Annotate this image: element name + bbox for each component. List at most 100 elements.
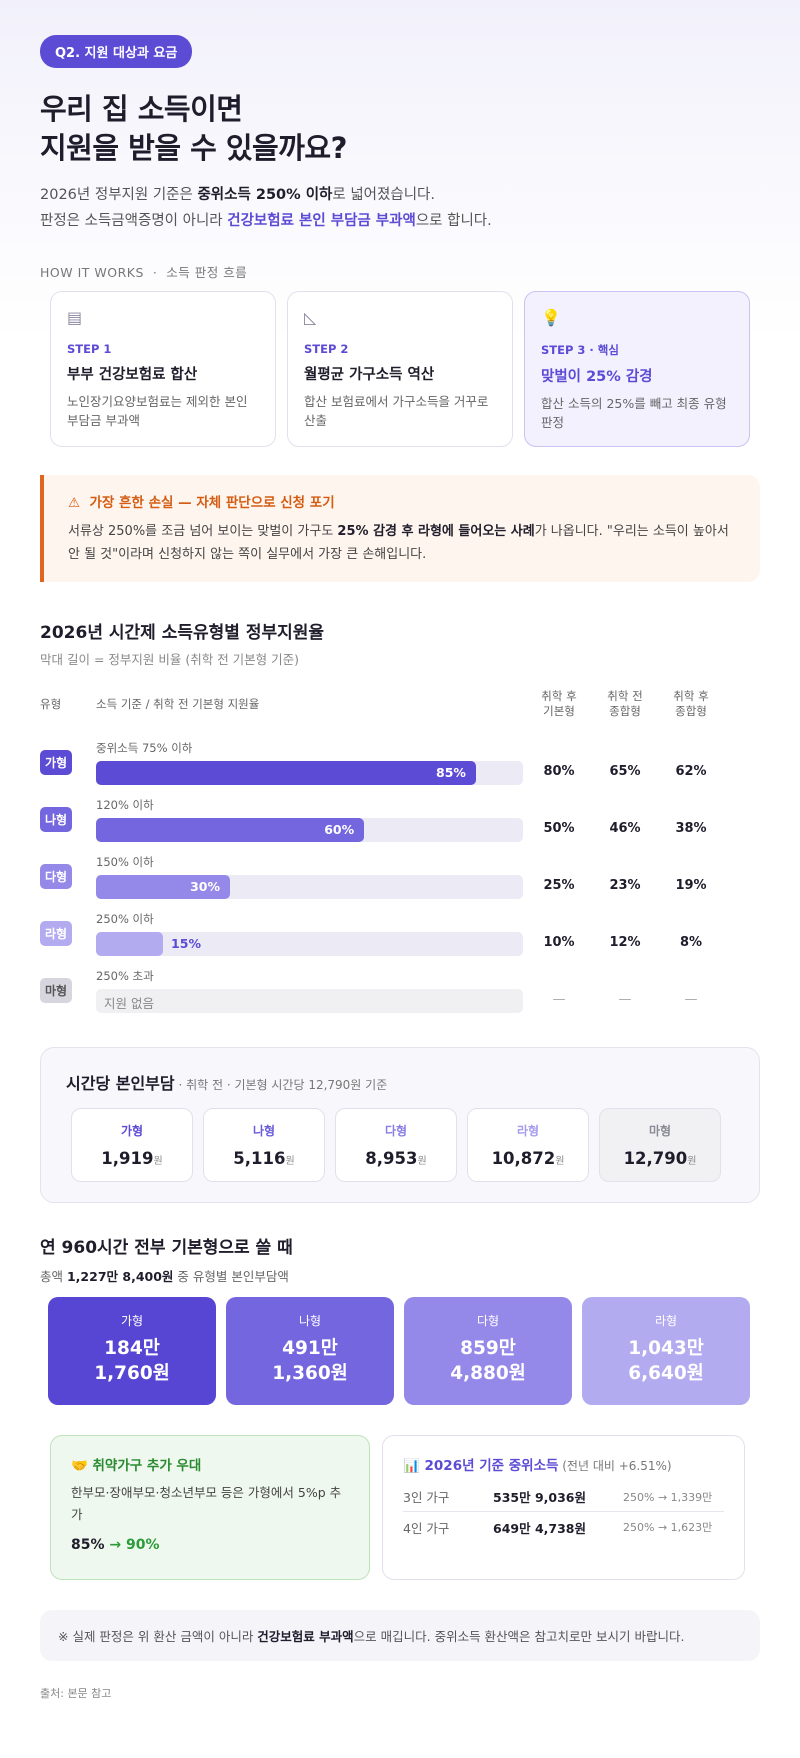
bar-fill: [96, 761, 476, 785]
benefit-body: 한부모·장애부모·청소년부모 등은 가형에서 5%p 추가: [71, 1485, 342, 1522]
lightbulb-icon: 💡: [541, 308, 561, 327]
hourly-title: 시간당 본인부담 · 취학 전 · 기본형 시간당 12,790원 기준: [66, 1070, 731, 1094]
header-bar: 소득 기준 / 취학 전 기본형 지원율: [96, 697, 260, 711]
annual-type: 라형: [654, 1314, 678, 1328]
type-badge: 라형: [40, 921, 73, 946]
bar-fill: [96, 932, 164, 956]
annual-amount-line: 1,360원: [272, 1363, 348, 1384]
benefit-rate: 85% → 90%: [71, 1537, 349, 1553]
title-line-2: 지원을 받을 수 있을까요?: [40, 131, 347, 165]
annual-type: 다형: [476, 1314, 500, 1328]
hourly-amount: 10,872원: [491, 1149, 565, 1168]
annual-amount-line: 184만: [104, 1338, 160, 1359]
how-separator: ·: [152, 265, 158, 280]
income-criteria: 중위소득 75% 이하: [96, 741, 193, 755]
hourly-card: 라형 10,872원: [467, 1108, 589, 1182]
warning-text: 가 나옵니다. "우리는 소득이 높아서 안 될 것"이라며 신청하지 않는 쪽…: [68, 524, 729, 562]
step-desc: 노인장기요양보험료는 제외한 본인 부담금 부과액: [67, 394, 248, 428]
table-header: 유형 소득 기준 / 취학 전 기본형 지원율 취학 후 기본형 취학 전 종합형 …: [40, 688, 760, 720]
income-criteria: 150% 이하: [96, 855, 154, 869]
title-line-1: 우리 집 소득이면: [40, 92, 243, 126]
warning-icon: ⚠: [68, 495, 81, 511]
bar-value-label: 85%: [436, 765, 466, 780]
annual-amount-line: 1,043만: [628, 1338, 704, 1359]
annual-card: 가형 184만 1,760원: [48, 1297, 216, 1405]
annual-total: 1,227만 8,400원: [66, 1269, 174, 1284]
page-title: 우리 집 소득이면 지원을 받을 수 있을까요?: [40, 90, 760, 168]
intro-text-part: 2026년 정부지원 기준은: [40, 187, 198, 203]
step-title: 맞벌이 25% 감경: [541, 369, 653, 385]
median-amount: 649만 4,738원: [493, 1520, 586, 1536]
steps-row: ▤ STEP 1 부부 건강보험료 합산 노인장기요양보험료는 제외한 본인 부…: [40, 291, 760, 447]
bar-cell: 250% 초과 지원 없음: [96, 968, 526, 1013]
hourly-type: 가형: [120, 1124, 144, 1138]
rate-value: —: [684, 992, 698, 1007]
annual-amount-line: 4,880원: [450, 1363, 526, 1384]
annual-sub-text: 중 유형별 본인부담액: [173, 1269, 289, 1284]
rate-value: 62%: [675, 764, 707, 779]
rate-value: 80%: [543, 764, 575, 779]
how-subtitle: 소득 판정 흐름: [166, 265, 248, 280]
annual-amount: 859만 4,880원: [404, 1336, 572, 1386]
step-title: 월평균 가구소득 역산: [304, 367, 435, 383]
hourly-type: 나형: [252, 1124, 276, 1138]
step-label: STEP 1: [67, 342, 112, 356]
intro-text-part: 판정은 소득금액증명이 아니라: [40, 213, 228, 229]
bar-cell: 150% 이하 30%: [96, 854, 526, 899]
rate-value: 23%: [609, 878, 641, 893]
type-badge: 가형: [40, 750, 73, 775]
income-criteria: 250% 이하: [96, 912, 154, 926]
bar-value-label: 60%: [324, 822, 355, 837]
table-row: 가형 중위소득 75% 이하 85% 80% 65% 62%: [40, 728, 760, 785]
hourly-card: 다형 8,953원: [335, 1108, 457, 1182]
annual-title: 연 960시간 전부 기본형으로 쓸 때: [40, 1238, 293, 1258]
warning-body: 서류상 250%를 조금 넘어 보이는 맞벌이 가구도 25% 감경 후 라형에…: [68, 520, 738, 566]
hourly-cards: 가형 1,919원 나형 5,116원 다형 8,953원 라형 10,872원 마형 12,79…: [66, 1108, 731, 1182]
annual-type: 가형: [120, 1314, 144, 1328]
hourly-card: 가형 1,919원: [71, 1108, 193, 1182]
hourly-card: 나형 5,116원: [203, 1108, 325, 1182]
intro-emphasis: 중위소득 250% 이하: [197, 187, 333, 203]
header-col-2: 취학 전 종합형: [607, 689, 643, 718]
type-cell: 라형: [40, 921, 96, 956]
type-cell: 나형: [40, 807, 96, 842]
bar-track: 30%: [96, 875, 523, 899]
support-rate-title: 2026년 시간제 소득유형별 정부지원율: [40, 623, 325, 643]
hourly-amount: 12,790원: [623, 1149, 697, 1168]
intro-text-part: 으로 합니다.: [415, 213, 492, 229]
step-title: 부부 건강보험료 합산: [67, 367, 198, 383]
currency-unit: 원: [687, 1156, 697, 1167]
annual-amount-line: 859만: [460, 1338, 516, 1359]
intro-line-1: 2026년 정부지원 기준은 중위소득 250% 이하로 넓어졌습니다.: [40, 182, 760, 208]
bar-track: 85%: [96, 761, 523, 785]
support-rate-rows: 가형 중위소득 75% 이하 85% 80% 65% 62% 나형 120% 이하 60% 50%…: [40, 728, 760, 1013]
hourly-type: 라형: [516, 1124, 540, 1138]
median-conversion: 250% → 1,623만: [623, 1521, 713, 1534]
ruler-icon: ◺: [304, 308, 317, 327]
type-badge: 나형: [40, 807, 73, 832]
step-label: STEP 3 · 핵심: [541, 343, 619, 357]
annual-card: 라형 1,043만 6,640원: [582, 1297, 750, 1405]
rate-value: 25%: [543, 878, 575, 893]
type-badge: 마형: [40, 978, 73, 1003]
bar-chart-icon: 📊: [403, 1458, 420, 1474]
header-type: 유형: [40, 697, 62, 711]
intro-accent: 건강보험료 본인 부담금 부과액: [227, 213, 416, 229]
rate-value: 10%: [543, 935, 575, 950]
step-card-2: ◺ STEP 2 월평균 가구소득 역산 합산 보험료에서 가구소득을 거꾸로 …: [287, 291, 513, 447]
bar-cell: 250% 이하 15%: [96, 911, 526, 956]
annual-subtitle: 총액 1,227만 8,400원 중 유형별 본인부담액: [40, 1266, 760, 1285]
footnote: ※ 실제 판정은 위 환산 금액이 아니라 건강보험료 부과액으로 매깁니다. …: [40, 1610, 760, 1661]
bar-fill: [96, 875, 231, 899]
bar-cell: 중위소득 75% 이하 85%: [96, 740, 526, 785]
footnote-emphasis: 건강보험료 부과액: [257, 1629, 354, 1644]
warning-text: 서류상 250%를 조금 넘어 보이는 맞벌이 가구도: [68, 524, 338, 539]
hourly-type: 다형: [384, 1124, 408, 1138]
warning-emphasis: 25% 감경 후 라형에 들어오는 사례: [337, 524, 535, 539]
annual-card: 나형 491만 1,360원: [226, 1297, 394, 1405]
no-support-label: 지원 없음: [104, 996, 154, 1011]
type-badge: 다형: [40, 864, 73, 889]
rate-value: 8%: [679, 935, 703, 950]
bar-track: 15%: [96, 932, 523, 956]
